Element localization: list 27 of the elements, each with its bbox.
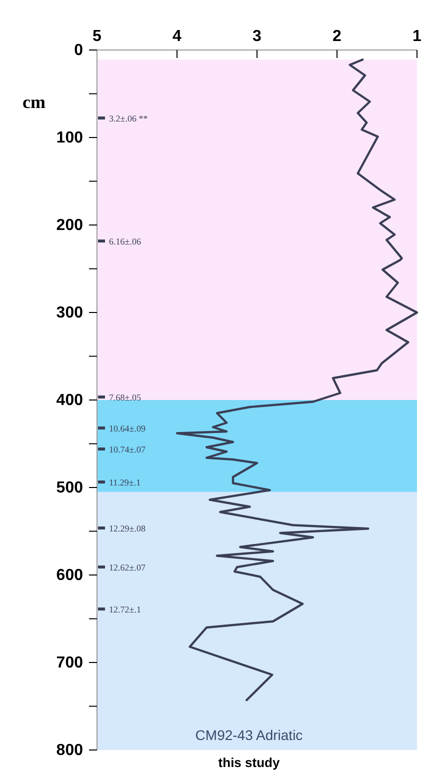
annotation: 12.72±.1 [109, 604, 141, 614]
y-tick-label: 100 [56, 130, 84, 147]
y-tick-label: 800 [56, 742, 84, 760]
x-tick-label: 3 [252, 28, 262, 45]
annotation: 10.64±.09 [109, 424, 146, 434]
y-tick-label: 300 [56, 304, 84, 322]
annotation: 11.29±.1 [109, 478, 141, 488]
y-axis-title: cm [22, 92, 46, 112]
annotation: 6.16±.06 [109, 236, 142, 246]
x-tick-label: 1 [412, 28, 422, 45]
annotation: 7.68±.05 [109, 392, 142, 402]
y-tick-label: 400 [56, 392, 84, 410]
y-tick-label: 700 [56, 654, 84, 672]
line-series [176, 58, 418, 702]
annotation: 12.62±.07 [109, 562, 146, 572]
y-tick-label: 0 [74, 42, 84, 60]
annotation: 12.29±.08 [109, 524, 146, 534]
annotation: CM92-43 Adriatic [195, 727, 303, 743]
x-tick-label: 4 [172, 28, 182, 45]
y-tick-label: 500 [56, 480, 84, 497]
x-tick-label: 5 [92, 28, 102, 45]
annotation: 10.74±.07 [109, 444, 146, 454]
text: this study [218, 755, 280, 770]
x-tick-label: 2 [332, 28, 342, 45]
y-tick-label: 200 [56, 217, 84, 234]
annotation: 3.2±.06 ** [109, 114, 148, 124]
y-tick-label: 600 [56, 567, 84, 584]
